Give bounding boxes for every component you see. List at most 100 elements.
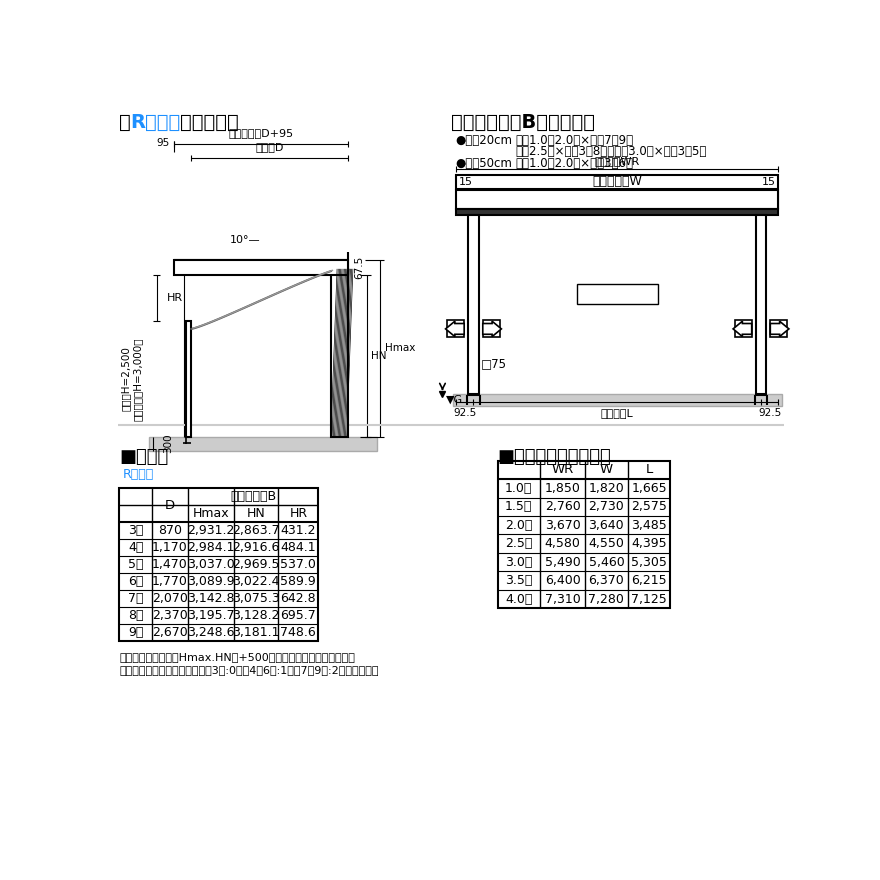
Text: 300: 300 (163, 434, 172, 453)
Text: 7,280: 7,280 (589, 592, 624, 605)
Text: 1.5間: 1.5間 (505, 500, 532, 513)
Text: 6,215: 6,215 (631, 574, 667, 587)
Text: 5,460: 5,460 (589, 555, 624, 568)
Text: A: A (739, 324, 747, 334)
Text: 2,916.6: 2,916.6 (232, 541, 280, 554)
Bar (770, 320, 788, 337)
Text: 3,248.6: 3,248.6 (187, 626, 234, 639)
Text: 7,310: 7,310 (545, 592, 581, 605)
Text: 9尺: 9尺 (128, 626, 143, 639)
Text: L: L (645, 463, 653, 476)
Text: Hmax: Hmax (385, 343, 415, 353)
Text: 15: 15 (458, 177, 473, 187)
Text: 7尺: 7尺 (128, 592, 143, 605)
Text: 10°—: 10°— (231, 235, 261, 246)
Text: O: O (451, 324, 460, 334)
Text: 【前枠タイプB　正面図】: 【前枠タイプB 正面図】 (451, 113, 595, 132)
Text: 748.6: 748.6 (281, 626, 316, 639)
Text: ▼G.L: ▼G.L (446, 395, 473, 405)
Text: ●積雪50cm: ●積雪50cm (455, 157, 512, 170)
Text: WR: WR (552, 463, 574, 476)
Text: 2.5間: 2.5間 (505, 537, 532, 550)
Text: D: D (165, 499, 175, 512)
Bar (331, 269, 348, 436)
Text: 8尺: 8尺 (128, 609, 143, 622)
Text: 3尺: 3尺 (128, 524, 143, 537)
Text: 柱移動位置: 柱移動位置 (598, 288, 636, 301)
Bar (452, 393, 782, 406)
Text: Rタイプ: Rタイプ (122, 467, 154, 480)
Text: 2.0間: 2.0間 (505, 518, 532, 532)
Text: 4,550: 4,550 (589, 537, 624, 550)
Text: 3,640: 3,640 (589, 518, 624, 532)
Bar (756, 215, 766, 393)
Text: HR: HR (166, 293, 183, 303)
Text: W: W (600, 463, 613, 476)
Text: Hmax: Hmax (193, 507, 229, 520)
FancyArrow shape (770, 321, 788, 336)
Text: 柱芯々　L: 柱芯々 L (601, 408, 634, 418)
Text: 3,670: 3,670 (545, 518, 581, 532)
Text: 間口2.5間×出幅3～8尺、間口3.0間×出幅3～5尺: 間口2.5間×出幅3～8尺、間口3.0間×出幅3～5尺 (516, 145, 707, 158)
Text: O: O (774, 324, 783, 334)
Text: 2,969.5: 2,969.5 (232, 558, 280, 571)
Bar (497, 460, 671, 608)
Text: 2,931.2: 2,931.2 (187, 524, 234, 537)
FancyArrow shape (733, 321, 752, 336)
Text: 2,730: 2,730 (589, 500, 624, 513)
Text: 67.5: 67.5 (354, 256, 363, 279)
FancyArrow shape (483, 321, 502, 336)
Text: 642.8: 642.8 (281, 592, 316, 605)
Text: 3,485: 3,485 (631, 518, 667, 532)
Text: 側面図】: 側面図】 (180, 113, 238, 132)
Text: 1,170: 1,170 (152, 541, 187, 554)
Text: 屋根出幅　D+95: 屋根出幅 D+95 (228, 128, 293, 138)
Text: 589.9: 589.9 (281, 575, 316, 588)
Bar (186, 321, 191, 436)
Text: 屋根幅　WR: 屋根幅 WR (595, 157, 640, 166)
Text: 431.2: 431.2 (281, 524, 316, 537)
Text: 1,850: 1,850 (545, 481, 581, 495)
Text: 92.5: 92.5 (453, 408, 477, 418)
Text: 2,070: 2,070 (151, 592, 187, 605)
Text: 間口1.0～2.0間×出幅3～6尺: 間口1.0～2.0間×出幅3～6尺 (516, 157, 634, 170)
Text: 3,142.8: 3,142.8 (187, 592, 234, 605)
Text: Rタイプ: Rタイプ (130, 113, 180, 132)
Text: 1,820: 1,820 (589, 481, 624, 495)
Text: 2,984.1: 2,984.1 (187, 541, 234, 554)
Text: 2,370: 2,370 (152, 609, 187, 622)
Text: 間口1.0～2.0間×出幅7～9尺: 間口1.0～2.0間×出幅7～9尺 (516, 134, 634, 147)
Text: 前枠タイプB: 前枠タイプB (230, 490, 276, 503)
Text: ■寸法表: ■寸法表 (120, 448, 169, 466)
Text: 3,022.4: 3,022.4 (232, 575, 280, 588)
Text: ・中桁は垂木１ピッチ当たり、3尺:0本、4～6尺:1本、7～9尺:2本入ります。: ・中桁は垂木１ピッチ当たり、3尺:0本、4～6尺:1本、7～9尺:2本入ります。 (120, 665, 378, 675)
Text: 4.0間: 4.0間 (505, 592, 532, 605)
Text: 出幅　D: 出幅 D (255, 142, 284, 151)
Text: 484.1: 484.1 (281, 541, 316, 554)
Text: 1,470: 1,470 (152, 558, 187, 571)
Text: 537.0: 537.0 (281, 558, 316, 571)
Text: 4,395: 4,395 (631, 537, 667, 550)
Text: 3.0間: 3.0間 (505, 555, 532, 568)
Text: 870: 870 (158, 524, 181, 537)
Text: 3.5間: 3.5間 (505, 574, 532, 587)
Text: 屋根芯々　W: 屋根芯々 W (592, 175, 642, 188)
Text: ●積雪20cm: ●積雪20cm (455, 134, 512, 147)
Bar (735, 320, 752, 337)
Text: 5,490: 5,490 (545, 555, 581, 568)
Text: 標準柱H=2,500
（ロング柱H=3,000）: 標準柱H=2,500 （ロング柱H=3,000） (121, 337, 143, 421)
FancyArrow shape (445, 321, 464, 336)
Bar (468, 215, 479, 393)
Text: 4尺: 4尺 (128, 541, 143, 554)
Bar (447, 320, 464, 337)
Text: 3,089.9: 3,089.9 (187, 575, 235, 588)
Text: ・ロング柱の場合はHmax.HNに+500㎎加算した尺法になります。: ・ロング柱の場合はHmax.HNに+500㎎加算した尺法になります。 (120, 651, 356, 662)
Text: ■寸法表（間口方向）: ■寸法表（間口方向） (497, 448, 612, 466)
Bar (120, 488, 319, 641)
Text: 92.5: 92.5 (758, 408, 781, 418)
Text: □75: □75 (481, 357, 507, 370)
Text: 4,580: 4,580 (545, 537, 581, 550)
Text: 6,400: 6,400 (545, 574, 581, 587)
Text: 6尺: 6尺 (128, 575, 143, 588)
Text: 2,863.7: 2,863.7 (232, 524, 280, 537)
